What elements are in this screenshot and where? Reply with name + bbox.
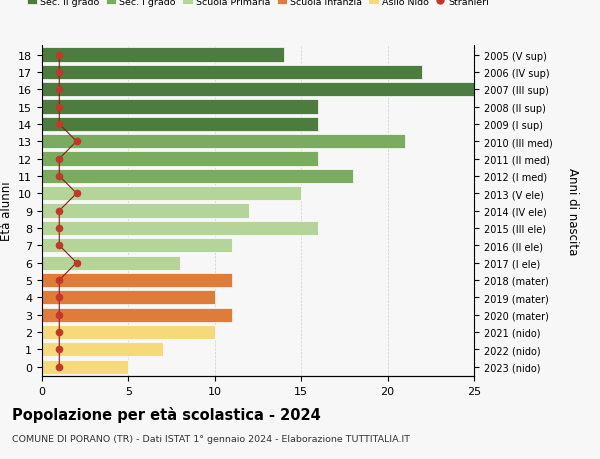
Bar: [42, 48, 284, 62]
Bar: [42, 342, 163, 357]
Bar: [42, 204, 250, 218]
Legend: Sec. II grado, Sec. I grado, Scuola Primaria, Scuola Infanzia, Asilo Nido, Stran: Sec. II grado, Sec. I grado, Scuola Prim…: [27, 0, 489, 7]
Text: COMUNE DI PORANO (TR) - Dati ISTAT 1° gennaio 2024 - Elaborazione TUTTITALIA.IT: COMUNE DI PORANO (TR) - Dati ISTAT 1° ge…: [12, 434, 410, 443]
Bar: [42, 256, 180, 270]
Bar: [42, 100, 319, 114]
Text: Popolazione per età scolastica - 2024: Popolazione per età scolastica - 2024: [12, 406, 321, 422]
Bar: [42, 360, 128, 374]
Bar: [42, 221, 319, 235]
Bar: [42, 135, 405, 149]
Bar: [42, 291, 215, 305]
Bar: [42, 169, 353, 184]
Bar: [42, 308, 232, 322]
Bar: [42, 239, 232, 253]
Bar: [42, 187, 301, 201]
Y-axis label: Età alunni: Età alunni: [0, 181, 13, 241]
Bar: [42, 325, 215, 339]
Bar: [42, 83, 474, 97]
Bar: [42, 273, 232, 287]
Y-axis label: Anni di nascita: Anni di nascita: [566, 168, 580, 255]
Bar: [42, 152, 319, 166]
Bar: [42, 66, 422, 80]
Bar: [42, 118, 319, 132]
